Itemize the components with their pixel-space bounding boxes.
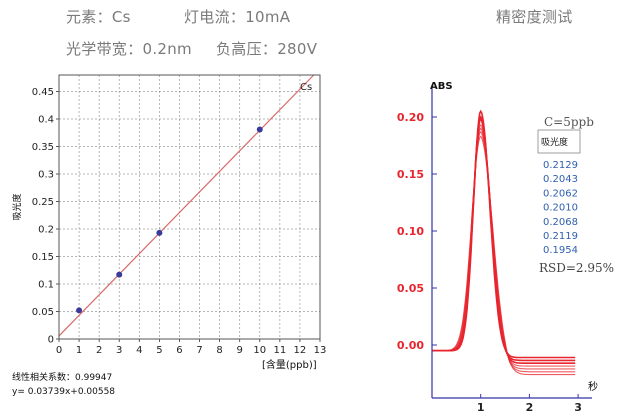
y-tick-label: 0.25 — [32, 197, 54, 208]
x-tick-label: 2 — [526, 401, 534, 414]
y-tick-label: 0.05 — [32, 307, 54, 318]
replicate-value: 0.2119 — [543, 231, 578, 242]
correlation-coefficient-label: 线性相关系数：0.99947 — [12, 371, 112, 383]
y-tick-label: 0.45 — [32, 87, 54, 98]
replicate-value: 0.2068 — [543, 217, 578, 228]
concentration-label: C=5ppb — [544, 115, 594, 129]
rsd-label: RSD=2.95% — [539, 261, 614, 275]
y-tick-label: 0 — [48, 335, 54, 346]
calibration-plot-frame — [58, 74, 321, 340]
precision-x-axis-label: 秒 — [588, 380, 598, 393]
replicate-value: 0.2129 — [543, 160, 578, 171]
precision-test-title: 精密度测试 — [496, 8, 573, 26]
x-tick-label: 13 — [314, 345, 327, 356]
y-tick-label: 0.2 — [38, 225, 54, 236]
calibration-grid — [59, 75, 320, 339]
calibration-point — [156, 229, 163, 236]
x-tick-label: 11 — [273, 345, 286, 356]
x-tick-label: 12 — [294, 345, 307, 356]
x-tick-label: 8 — [216, 345, 222, 356]
y-tick-label: 0.10 — [397, 225, 424, 238]
regression-equation-label: y= 0.03739x+0.00558 — [12, 387, 115, 397]
calibration-x-axis-label: [含量(ppb)] — [262, 358, 317, 371]
calibration-point — [76, 307, 83, 314]
peak-curve — [432, 135, 576, 376]
replicate-value: 0.2062 — [543, 188, 578, 199]
bandwidth-label: 光学带宽：0.2nm — [66, 40, 192, 58]
replicate-table-box — [537, 129, 581, 154]
y-tick-label: 0.3 — [38, 170, 54, 181]
element-label: 元素：Cs — [66, 8, 131, 26]
x-tick-label: 4 — [136, 345, 142, 356]
y-tick-label: 0.20 — [397, 111, 424, 124]
replicate-value: 0.2043 — [543, 174, 578, 185]
precision-ticks: 0.00 0.05 0.10 0.15 0.20 1 2 3 — [397, 111, 582, 414]
y-tick-label: 0.35 — [32, 142, 54, 153]
calibration-point — [116, 271, 123, 278]
calibration-y-axis-label: 吸光度 — [11, 193, 23, 220]
replicate-value: 0.2010 — [543, 203, 578, 214]
y-tick-label: 0.15 — [397, 168, 424, 181]
negative-hv-label: 负高压：280V — [216, 40, 318, 58]
replicate-values: 0.2129 0.2043 0.2062 0.2010 0.2068 0.2119 0.19… — [543, 160, 578, 256]
calibration-legend-label: Cs — [300, 82, 312, 93]
replicate-value: 0.1954 — [543, 245, 578, 256]
x-tick-label: 10 — [253, 345, 266, 356]
calibration-fit-line — [58, 74, 315, 337]
y-tick-label: 0.00 — [397, 339, 424, 352]
calibration-point — [256, 126, 263, 133]
replicate-table-header: 吸光度 — [541, 136, 568, 148]
x-tick-label: 2 — [96, 345, 102, 356]
calibration-ticks: 0 1 2 3 4 5 6 7 8 9 10 11 12 1300.050.10.150.20.250.3… — [32, 87, 327, 356]
y-tick-label: 0.15 — [32, 252, 54, 263]
x-tick-label: 5 — [156, 345, 162, 356]
x-tick-label: 1 — [477, 401, 485, 414]
y-tick-label: 0.05 — [397, 282, 424, 295]
y-tick-label: 0.1 — [38, 280, 54, 291]
x-tick-label: 9 — [237, 345, 243, 356]
x-tick-label: 0 — [56, 345, 62, 356]
calibration-points — [76, 126, 263, 314]
y-tick-label: 0.4 — [38, 115, 54, 126]
x-tick-label: 1 — [76, 345, 82, 356]
lamp-current-label: 灯电流：10mA — [184, 8, 291, 26]
precision-y-axis-label: ABS — [430, 81, 453, 92]
x-tick-label: 3 — [574, 401, 582, 414]
x-tick-label: 3 — [116, 345, 122, 356]
precision-peak-series — [432, 109, 576, 376]
x-tick-label: 7 — [196, 345, 202, 356]
x-tick-label: 6 — [176, 345, 182, 356]
